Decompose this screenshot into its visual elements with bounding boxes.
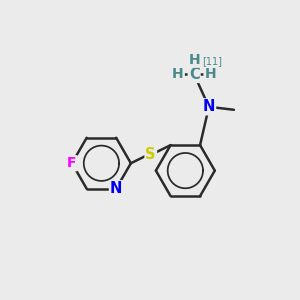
Text: H: H (172, 68, 184, 81)
Text: S: S (146, 147, 156, 162)
Text: [11]: [11] (202, 56, 222, 66)
Text: C: C (189, 67, 200, 82)
Text: N: N (203, 99, 215, 114)
Text: N: N (110, 181, 122, 196)
Text: H: H (188, 53, 200, 67)
Text: H: H (205, 68, 216, 81)
Text: F: F (67, 156, 77, 170)
